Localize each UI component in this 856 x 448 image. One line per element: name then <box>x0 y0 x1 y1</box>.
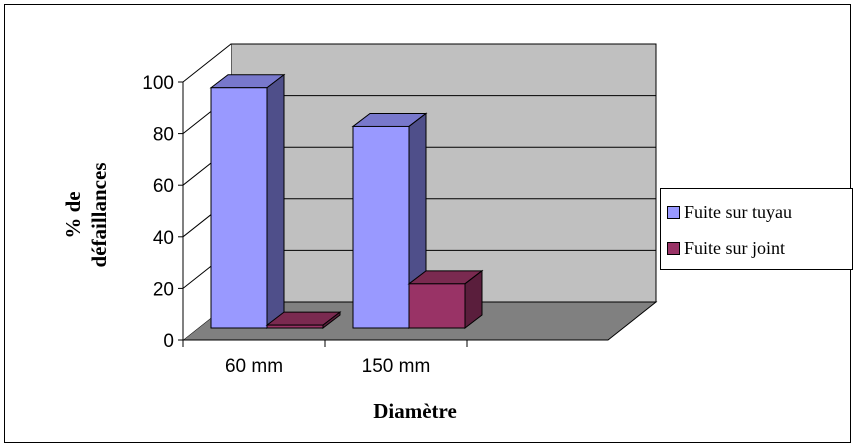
x-category-labels: 60 mm 150 mm <box>225 356 430 377</box>
y-axis-title-line-1: % de <box>61 191 85 238</box>
legend-swatch-series-1 <box>667 206 680 219</box>
axes <box>178 81 608 347</box>
bar-front-face <box>210 87 268 329</box>
y-tick-label: 0 <box>163 331 174 352</box>
y-axis-title: % de défaillances <box>61 163 111 268</box>
x-category-label: 150 mm <box>362 356 431 377</box>
bar-front-face <box>408 283 466 329</box>
chart-back-wall <box>230 43 657 303</box>
bar-front-face <box>266 324 324 329</box>
bar-side-face <box>266 73 285 330</box>
bar <box>407 269 484 330</box>
y-tick-labels: 0 20 40 60 80 100 <box>142 73 174 352</box>
legend-label-series-1: Fuite sur tuyau <box>684 202 792 222</box>
bar <box>265 311 342 330</box>
legend-item-series-1: Fuite sur tuyau <box>667 202 792 223</box>
bar <box>209 73 286 330</box>
legend-item-series-2: Fuite sur joint <box>667 238 785 259</box>
gridline <box>182 43 656 83</box>
y-tick-label: 60 <box>153 176 174 197</box>
legend-label-series-2: Fuite sur joint <box>684 238 786 258</box>
y-axis-title-line-2: défaillances <box>87 163 111 268</box>
y-tick-label: 100 <box>142 73 174 94</box>
bars <box>209 73 484 330</box>
x-category-label: 60 mm <box>225 356 283 377</box>
legend: Fuite sur tuyau Fuite sur joint <box>660 188 853 270</box>
bar-front-face <box>352 125 410 329</box>
y-tick-label: 20 <box>153 279 174 300</box>
y-tick-label: 80 <box>153 125 174 146</box>
y-tick-label: 40 <box>153 228 174 249</box>
legend-swatch-series-2 <box>667 242 680 255</box>
x-axis-title: Diamètre <box>373 399 457 423</box>
